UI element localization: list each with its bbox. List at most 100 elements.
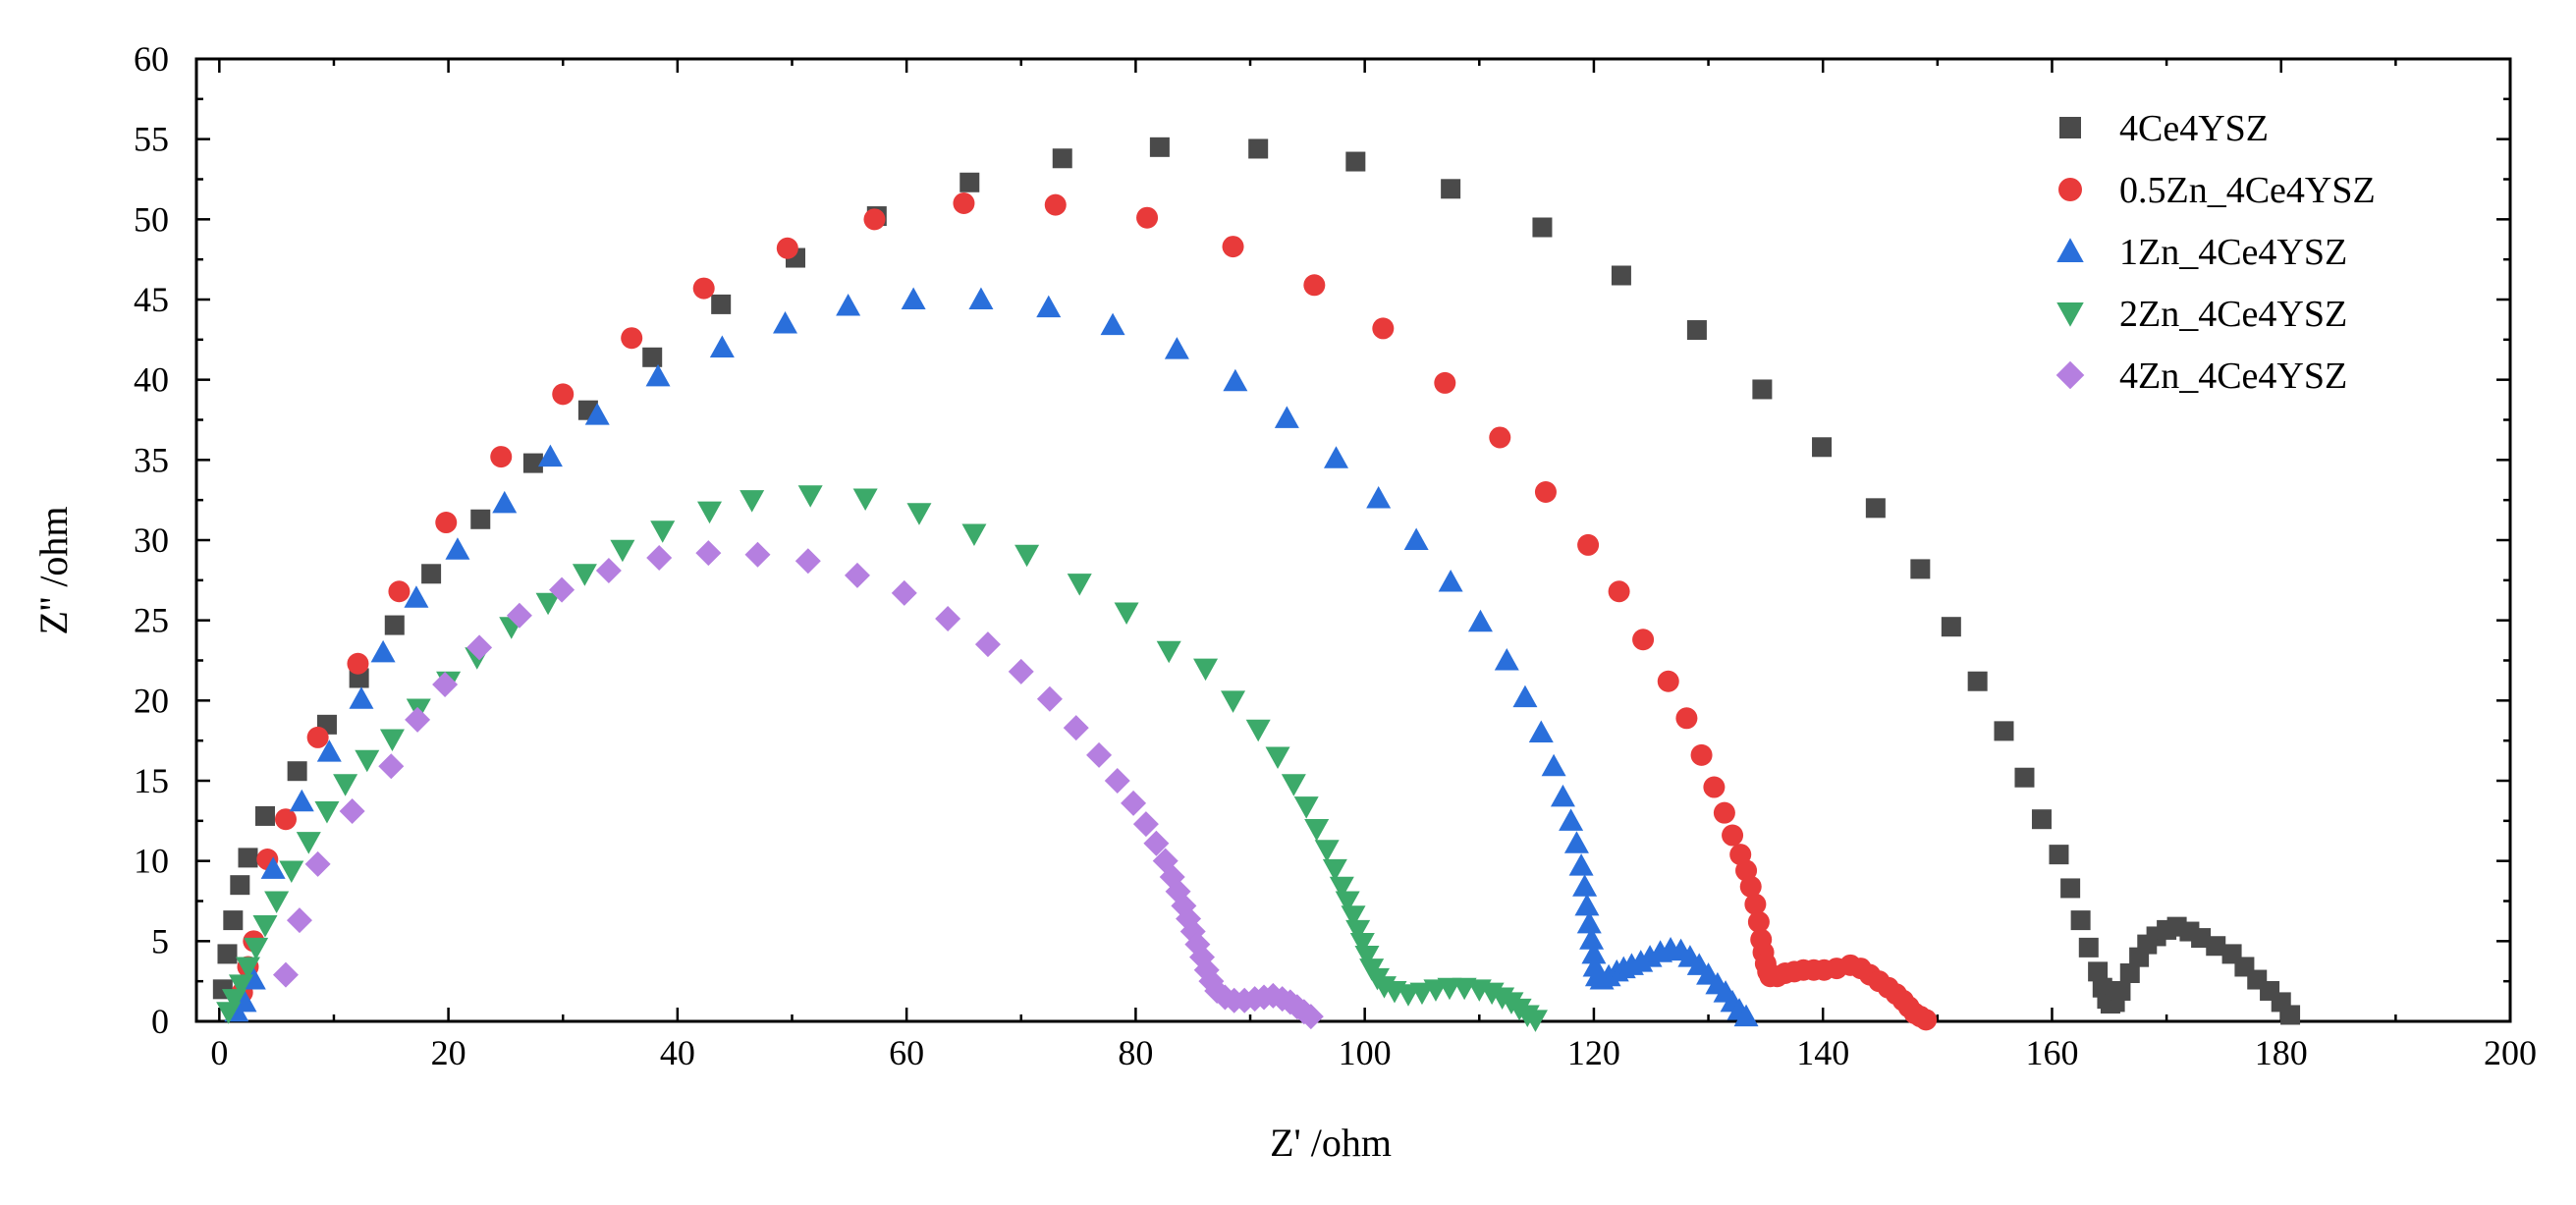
data-point: [490, 446, 513, 468]
data-point: [695, 540, 722, 567]
data-point: [935, 606, 961, 632]
legend-item: 4Ce4YSZ: [2059, 108, 2269, 149]
data-point: [2110, 980, 2131, 1001]
x-tick-label: 20: [431, 1033, 466, 1072]
data-point: [776, 237, 798, 259]
legend-item: 1Zn_4Ce4YSZ: [2056, 232, 2347, 273]
data-point: [621, 327, 643, 350]
legend-label: 4Ce4YSZ: [2119, 108, 2269, 149]
data-point: [506, 602, 532, 629]
y-tick-label: 10: [134, 842, 169, 881]
series-3: [216, 485, 1548, 1032]
x-tick-label: 200: [2484, 1033, 2537, 1072]
data-point: [1941, 617, 1961, 637]
data-point: [610, 539, 635, 563]
data-point: [1143, 830, 1170, 856]
data-point: [953, 192, 975, 214]
data-point: [314, 801, 340, 824]
data-point: [1572, 874, 1598, 897]
data-point: [1132, 811, 1159, 838]
y-tick-label: 0: [151, 1002, 169, 1041]
x-tick-label: 180: [2255, 1033, 2308, 1072]
data-point: [968, 287, 994, 309]
data-point: [1910, 559, 1931, 579]
data-point: [1563, 831, 1589, 853]
y-axis-label: Z'' /ohm: [31, 506, 76, 634]
data-point: [1403, 527, 1429, 550]
data-point: [421, 564, 442, 584]
legend-marker: [2056, 238, 2084, 262]
data-point: [1522, 1010, 1548, 1032]
data-point: [1739, 875, 1762, 898]
data-point: [1297, 1004, 1324, 1030]
data-point: [1304, 819, 1330, 842]
series-2: [224, 287, 1759, 1027]
data-point: [1579, 927, 1605, 950]
data-point: [1747, 910, 1770, 933]
legend-marker: [2058, 178, 2082, 201]
data-point: [355, 749, 380, 773]
data-point: [795, 548, 821, 575]
data-point: [1372, 317, 1395, 340]
data-point: [974, 631, 1001, 658]
data-point: [405, 706, 431, 733]
data-point: [1114, 602, 1139, 625]
series-layer: [212, 137, 2301, 1032]
y-tick-label: 5: [151, 921, 169, 960]
data-point: [466, 634, 493, 661]
data-point: [1559, 808, 1584, 831]
data-point: [304, 850, 331, 877]
data-point: [1675, 707, 1698, 730]
data-point: [744, 541, 771, 568]
y-tick-label: 15: [134, 761, 169, 800]
data-point: [844, 562, 870, 588]
legend-label: 1Zn_4Ce4YSZ: [2119, 232, 2347, 273]
data-point: [370, 639, 396, 663]
y-tick-label: 60: [134, 39, 169, 79]
data-point: [2049, 845, 2069, 865]
data-point: [549, 576, 575, 603]
data-point: [470, 509, 491, 529]
data-point: [1467, 609, 1493, 632]
data-point: [274, 808, 297, 831]
x-tick-label: 100: [1339, 1033, 1392, 1072]
y-tick-label: 45: [134, 280, 169, 319]
data-point: [1341, 905, 1366, 928]
data-point: [1223, 368, 1248, 392]
data-point: [1611, 265, 1631, 286]
data-point: [296, 832, 321, 854]
data-point: [1100, 312, 1125, 336]
data-point: [692, 277, 715, 300]
data-point: [333, 774, 358, 796]
data-point: [1366, 486, 1392, 509]
data-point: [1541, 753, 1566, 777]
data-point: [232, 989, 257, 1013]
data-point: [238, 848, 258, 868]
data-point: [349, 686, 374, 709]
data-point: [1036, 685, 1063, 712]
data-point: [1067, 574, 1092, 596]
data-point: [1657, 670, 1679, 692]
data-point: [1994, 721, 2014, 741]
data-point: [1915, 1009, 1938, 1031]
data-point: [435, 512, 458, 534]
x-tick-label: 160: [2025, 1033, 2078, 1072]
data-point: [1441, 179, 1461, 199]
x-axis-label: Z' /ohm: [1270, 1121, 1392, 1165]
data-point: [1322, 858, 1347, 882]
data-point: [1121, 790, 1147, 816]
data-point: [1248, 138, 1269, 159]
data-point: [961, 523, 987, 546]
data-point: [252, 915, 278, 938]
legend-item: 2Zn_4Ce4YSZ: [2056, 294, 2347, 335]
data-point: [1686, 320, 1707, 341]
data-point: [254, 805, 275, 826]
data-point: [1281, 774, 1306, 796]
data-point: [1104, 768, 1130, 794]
data-point: [260, 856, 286, 879]
x-tick-label: 120: [1567, 1033, 1620, 1072]
data-point: [228, 974, 253, 997]
series-4: [272, 540, 1324, 1030]
legend-marker: [2055, 360, 2085, 390]
data-point: [1222, 236, 1244, 258]
